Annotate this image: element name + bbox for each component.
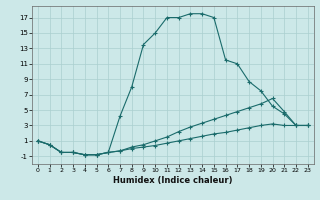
X-axis label: Humidex (Indice chaleur): Humidex (Indice chaleur) <box>113 176 233 185</box>
